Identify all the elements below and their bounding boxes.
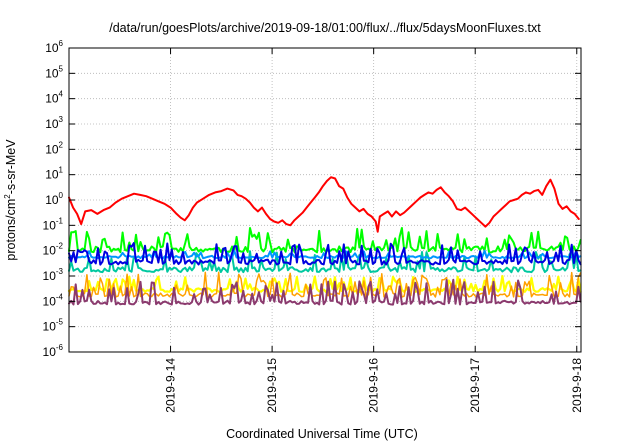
x-axis-label: Coordinated Universal Time (UTC) (226, 427, 418, 441)
y-tick-base: 10 (45, 41, 59, 55)
y-tick-base: 10 (43, 320, 57, 334)
series-line-8 (68, 278, 582, 306)
y-tick-exponent: -4 (56, 292, 64, 301)
y-tick-base: 10 (45, 92, 59, 106)
grid (69, 48, 581, 352)
y-tick-exponent: 3 (59, 115, 64, 124)
y-axis-label-prefix: protons/cm (4, 199, 18, 261)
y-tick-label: 10-4 (43, 292, 64, 308)
x-tick-label: 2019-9-14 (164, 358, 178, 413)
y-tick-base: 10 (43, 244, 57, 258)
y-tick-exponent: 2 (59, 140, 64, 149)
plot-series (67, 176, 582, 306)
y-tick-label: 10-6 (43, 343, 64, 359)
y-tick-label: 104 (45, 90, 63, 106)
series-line-4 (68, 250, 582, 274)
x-tick-label: 2019-9-18 (570, 358, 584, 413)
y-tick-exponent: 5 (59, 64, 64, 73)
y-tick-exponent: -3 (56, 267, 64, 276)
chart-title: /data/run/goesPlots/archive/2019-09-18/0… (109, 21, 541, 35)
y-tick-exponent: 6 (59, 39, 64, 48)
series-line-1 (68, 176, 580, 233)
y-tick-label: 103 (45, 115, 63, 131)
y-tick-label: 10-2 (43, 242, 64, 258)
series-line-6 (68, 242, 582, 266)
y-tick-label: 105 (45, 64, 63, 80)
y-tick-base: 10 (45, 142, 59, 156)
y-tick-base: 10 (43, 345, 57, 359)
x-tick-label: 2019-9-15 (265, 358, 279, 413)
y-tick-label: 10-3 (43, 267, 64, 283)
y-tick-base: 10 (45, 117, 59, 131)
y-tick-exponent: -1 (56, 216, 64, 225)
y-axis-label: protons/cm2-s-sr-MeV (3, 139, 18, 261)
y-tick-exponent: -2 (56, 242, 64, 251)
y-tick-label: 10-5 (43, 318, 64, 334)
y-tick-label: 100 (45, 191, 63, 207)
y-tick-exponent: 0 (59, 191, 64, 200)
y-tick-base: 10 (45, 193, 59, 207)
y-axis-label-suffix: -s-sr-MeV (4, 139, 18, 195)
y-tick-base: 10 (43, 269, 57, 283)
series-line-2 (68, 227, 582, 254)
y-tick-base: 10 (43, 294, 57, 308)
x-tick-label: 2019-9-16 (367, 358, 381, 413)
x-axis-ticks: 2019-9-14 2019-9-15 2019-9-16 2019-9-17 2019… (164, 48, 584, 413)
y-tick-exponent: -5 (56, 318, 64, 327)
y-tick-exponent: 1 (59, 166, 64, 175)
y-tick-exponent: -6 (56, 343, 64, 352)
y-tick-base: 10 (45, 168, 59, 182)
y-tick-base: 10 (45, 66, 59, 80)
y-tick-label: 102 (45, 140, 63, 156)
x-tick-label: 2019-9-17 (468, 358, 482, 413)
y-tick-exponent: 4 (59, 90, 64, 99)
y-axis-ticks: 10-610-510-410-310-210-11001011021031041… (43, 39, 581, 359)
y-axis-label-sup: 2 (3, 194, 12, 199)
y-tick-base: 10 (43, 218, 57, 232)
y-tick-label: 101 (45, 166, 63, 182)
y-tick-label: 106 (45, 39, 63, 55)
y-tick-label: 10-1 (43, 216, 64, 232)
